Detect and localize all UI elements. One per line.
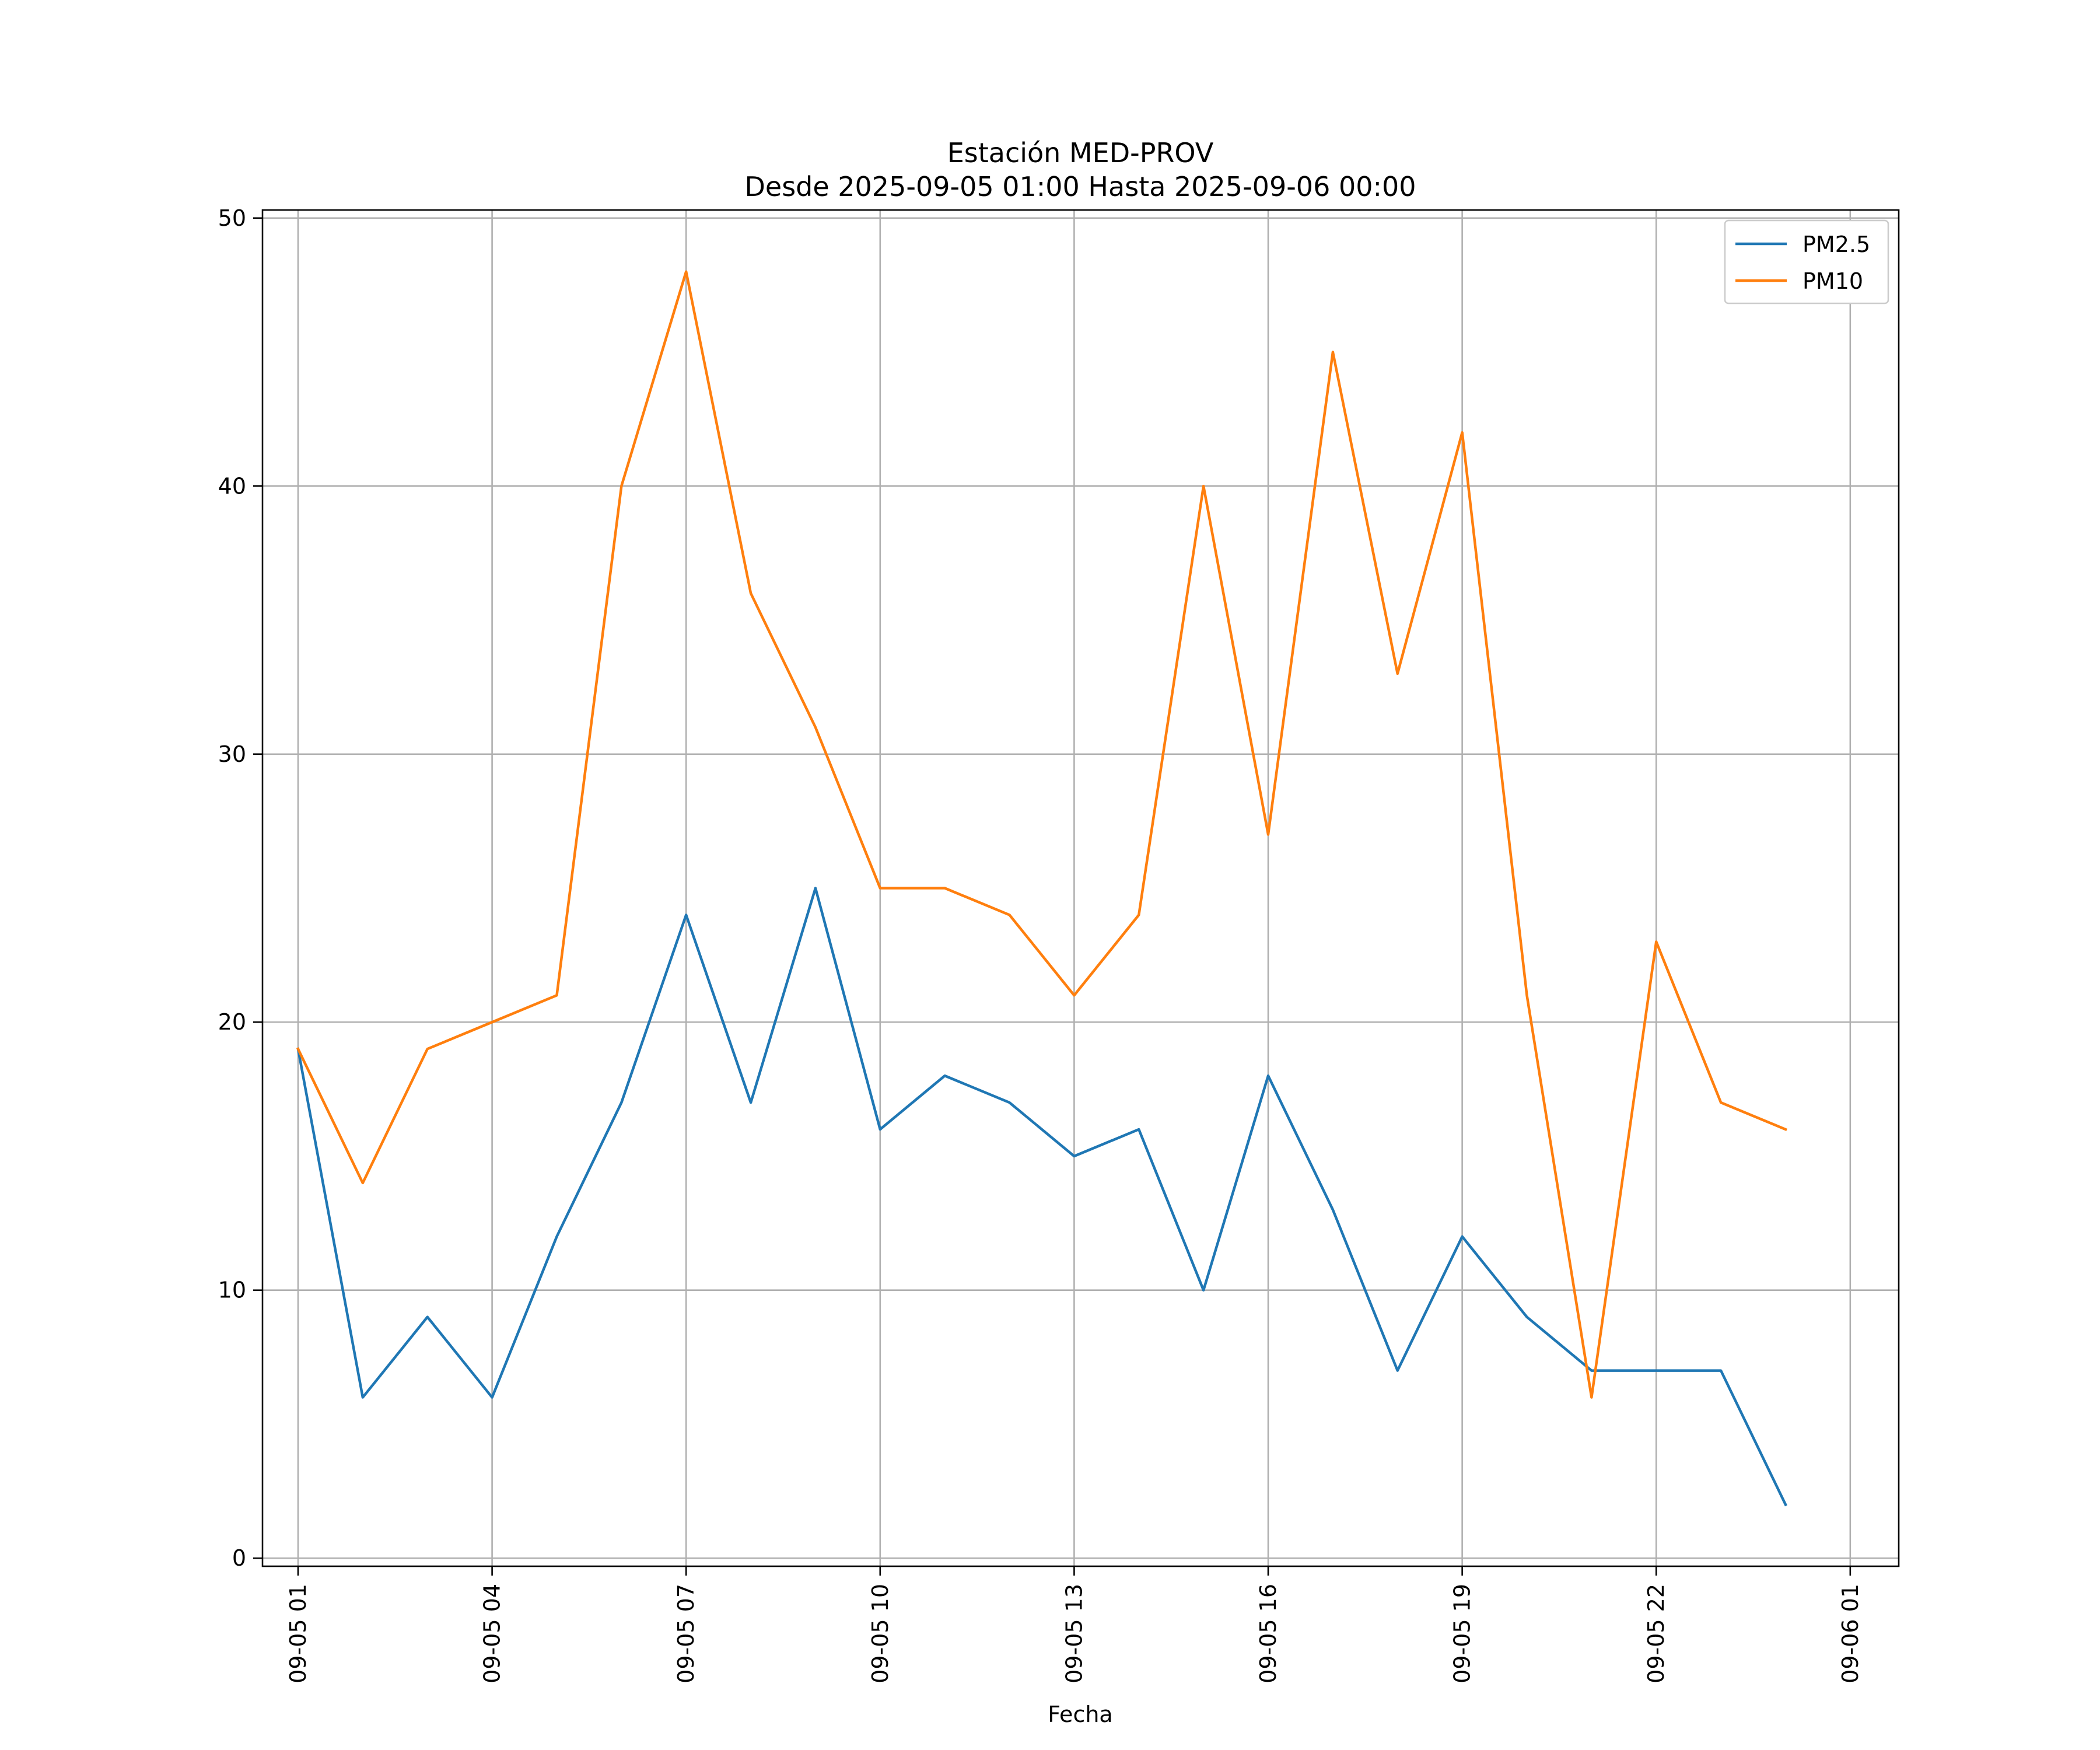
series-layer [296, 270, 1787, 1507]
x-tick-label: 09-05 10 [867, 1584, 893, 1684]
y-tick-label: 40 [218, 473, 246, 499]
series-line-pm25 [296, 887, 1787, 1507]
chart-title: Estación MED-PROV [947, 137, 1214, 169]
x-tick-label: 09-05 13 [1061, 1584, 1087, 1684]
y-tick-label: 30 [218, 741, 246, 767]
grid [262, 210, 1899, 1566]
x-tick-label: 09-05 22 [1643, 1584, 1669, 1684]
legend-label-pm25: PM2.5 [1803, 232, 1870, 257]
x-tick-label: 09-05 19 [1450, 1584, 1475, 1684]
y-tick-label: 0 [232, 1545, 246, 1571]
y-tick-label: 50 [218, 205, 246, 231]
x-axis-label: Fecha [1048, 1702, 1112, 1727]
plot-frame [261, 209, 1900, 1567]
y-axis: 0 10 20 30 40 50 [218, 205, 262, 1571]
series-line-pm10 [296, 270, 1787, 1399]
x-axis: 09-05 01 09-05 04 09-05 07 09-05 10 09-05 13… [285, 1566, 1863, 1684]
chart-subtitle: Desde 2025-09-05 01:00 Hasta 2025-09-06 … [744, 171, 1416, 202]
y-tick-label: 20 [218, 1009, 246, 1035]
x-tick-label: 09-05 16 [1255, 1584, 1281, 1684]
legend: PM2.5 PM10 [1724, 219, 1889, 304]
x-tick-label: 09-05 01 [285, 1584, 311, 1684]
legend-label-pm10: PM10 [1803, 268, 1863, 294]
x-tick-label: 09-05 04 [480, 1584, 505, 1684]
x-tick-label: 09-06 01 [1838, 1584, 1863, 1684]
legend-box [1724, 219, 1889, 304]
y-tick-label: 10 [218, 1278, 246, 1303]
x-tick-label: 09-05 07 [673, 1584, 699, 1684]
